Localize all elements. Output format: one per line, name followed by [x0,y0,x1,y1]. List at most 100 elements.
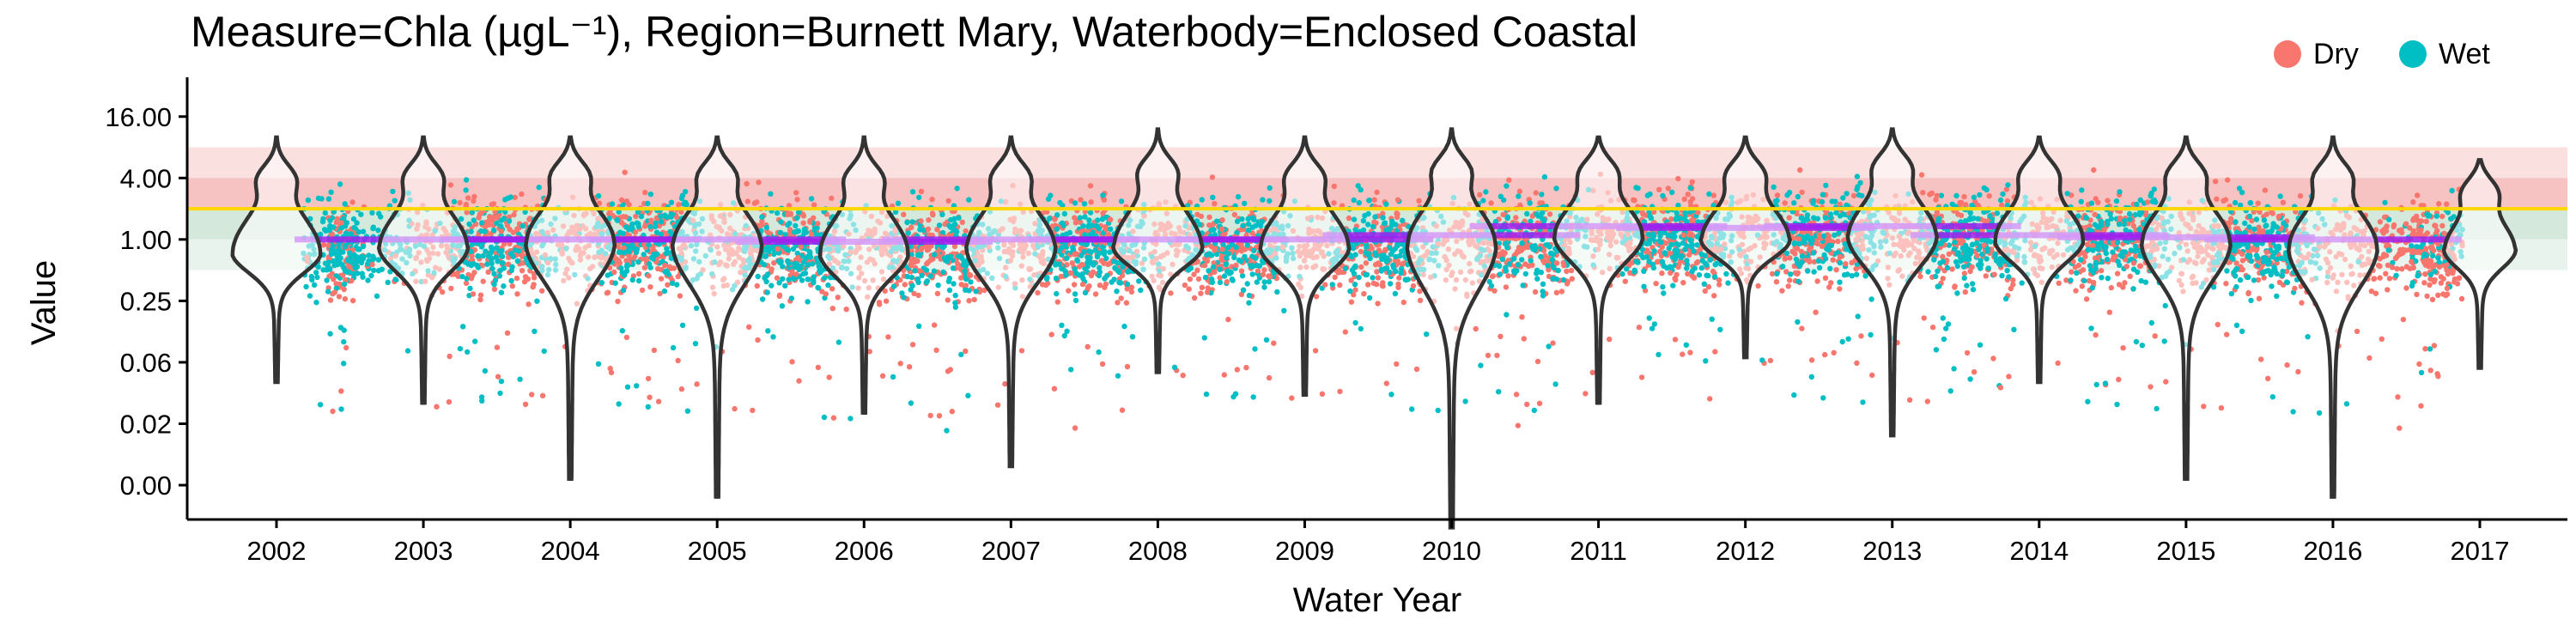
wet-point [325,289,331,295]
wet-point [1238,258,1244,264]
wet-point [778,258,784,265]
wet-point [1091,262,1097,268]
wet-point [1220,241,1226,248]
dry-point [489,215,495,222]
dry-point [1194,267,1200,273]
wet-point [940,269,946,276]
dry-point [504,330,511,336]
dry-point [1687,349,1693,355]
wet-point [1246,292,1253,299]
wet-point [1660,192,1666,199]
dry-point [829,306,835,312]
wet-point [1250,394,1256,400]
wet-point [679,192,686,198]
wet-point [788,295,795,301]
wet-point [463,177,470,183]
wet-point [973,289,979,295]
wet-point [1496,240,1503,246]
dry-point [1656,186,1662,192]
dry-point [966,298,972,304]
wet-point [962,268,968,274]
dry-point [526,301,532,307]
dry-point [1569,276,1576,282]
dry-point [655,398,662,404]
dry-point [1358,248,1364,255]
wet-point [1497,271,1504,277]
wet-point [1249,271,1255,277]
wet-point [1239,273,1246,279]
wet-point [1077,272,1083,278]
wet-point [645,404,651,410]
dry-point [477,292,484,298]
wet-point [1086,222,1092,228]
wet-point [1511,256,1517,262]
wet-point [536,185,542,191]
dry-point [796,378,802,384]
wet-point [658,213,664,220]
wet-point [914,252,921,258]
wet-point [761,262,768,268]
wet-point [811,280,817,286]
dry-point [1218,226,1225,232]
wet-point [764,289,770,295]
wet-point [472,338,478,344]
wet-point [912,268,918,274]
wet-point [1717,326,1723,332]
wet-point [519,222,526,229]
dry-point [1558,289,1565,295]
dry-point [1115,300,1121,306]
dry-point [647,394,653,400]
dry-point [882,288,888,295]
wet-point [522,209,528,216]
dry-point [1123,300,1130,306]
wet-point [317,402,324,408]
dry-point [676,202,682,208]
dry-point [346,264,352,270]
wet-point [1393,268,1399,275]
dry-point [1351,292,1357,298]
dry-point [651,347,658,354]
dry-point [966,271,973,277]
dry-point [789,359,795,365]
dry-point [326,273,332,279]
wet-point [1212,232,1218,238]
dry-point [1372,262,1379,268]
dry-point [929,197,935,203]
dry-point [1553,289,1560,295]
dry-point [1561,262,1567,269]
wet-point [1516,262,1522,268]
wet-point [468,248,474,254]
wet-point [324,277,330,283]
dry-point [1710,268,1716,275]
wet-point [308,273,314,280]
wet-point [916,194,922,201]
wet-point [1097,250,1103,256]
dry-point [596,200,603,206]
wet-point [1072,200,1078,206]
dry-point [1051,386,1058,392]
dry-point [1589,369,1595,375]
wet-point [498,289,505,295]
dry-point [1106,232,1112,238]
wet-point [664,246,670,252]
dry-point [908,262,914,269]
wet-point [952,300,958,306]
wet-point [1095,217,1101,223]
wet-point [1224,268,1231,274]
wet-point [482,228,488,234]
dry-point [1413,366,1420,373]
wet-point [1124,281,1131,288]
dry-point [926,217,932,223]
wet-point [646,241,652,248]
dry-point [1211,260,1217,266]
wet-point [498,252,505,259]
wet-point [1260,197,1266,203]
wet-point [952,304,959,310]
wet-point [375,257,382,263]
dry-point [1319,391,1326,397]
dry-point [495,374,501,380]
dry-point [1564,279,1571,285]
wet-point [1242,200,1248,207]
wet-point [1531,407,1538,414]
wet-point [892,209,899,216]
